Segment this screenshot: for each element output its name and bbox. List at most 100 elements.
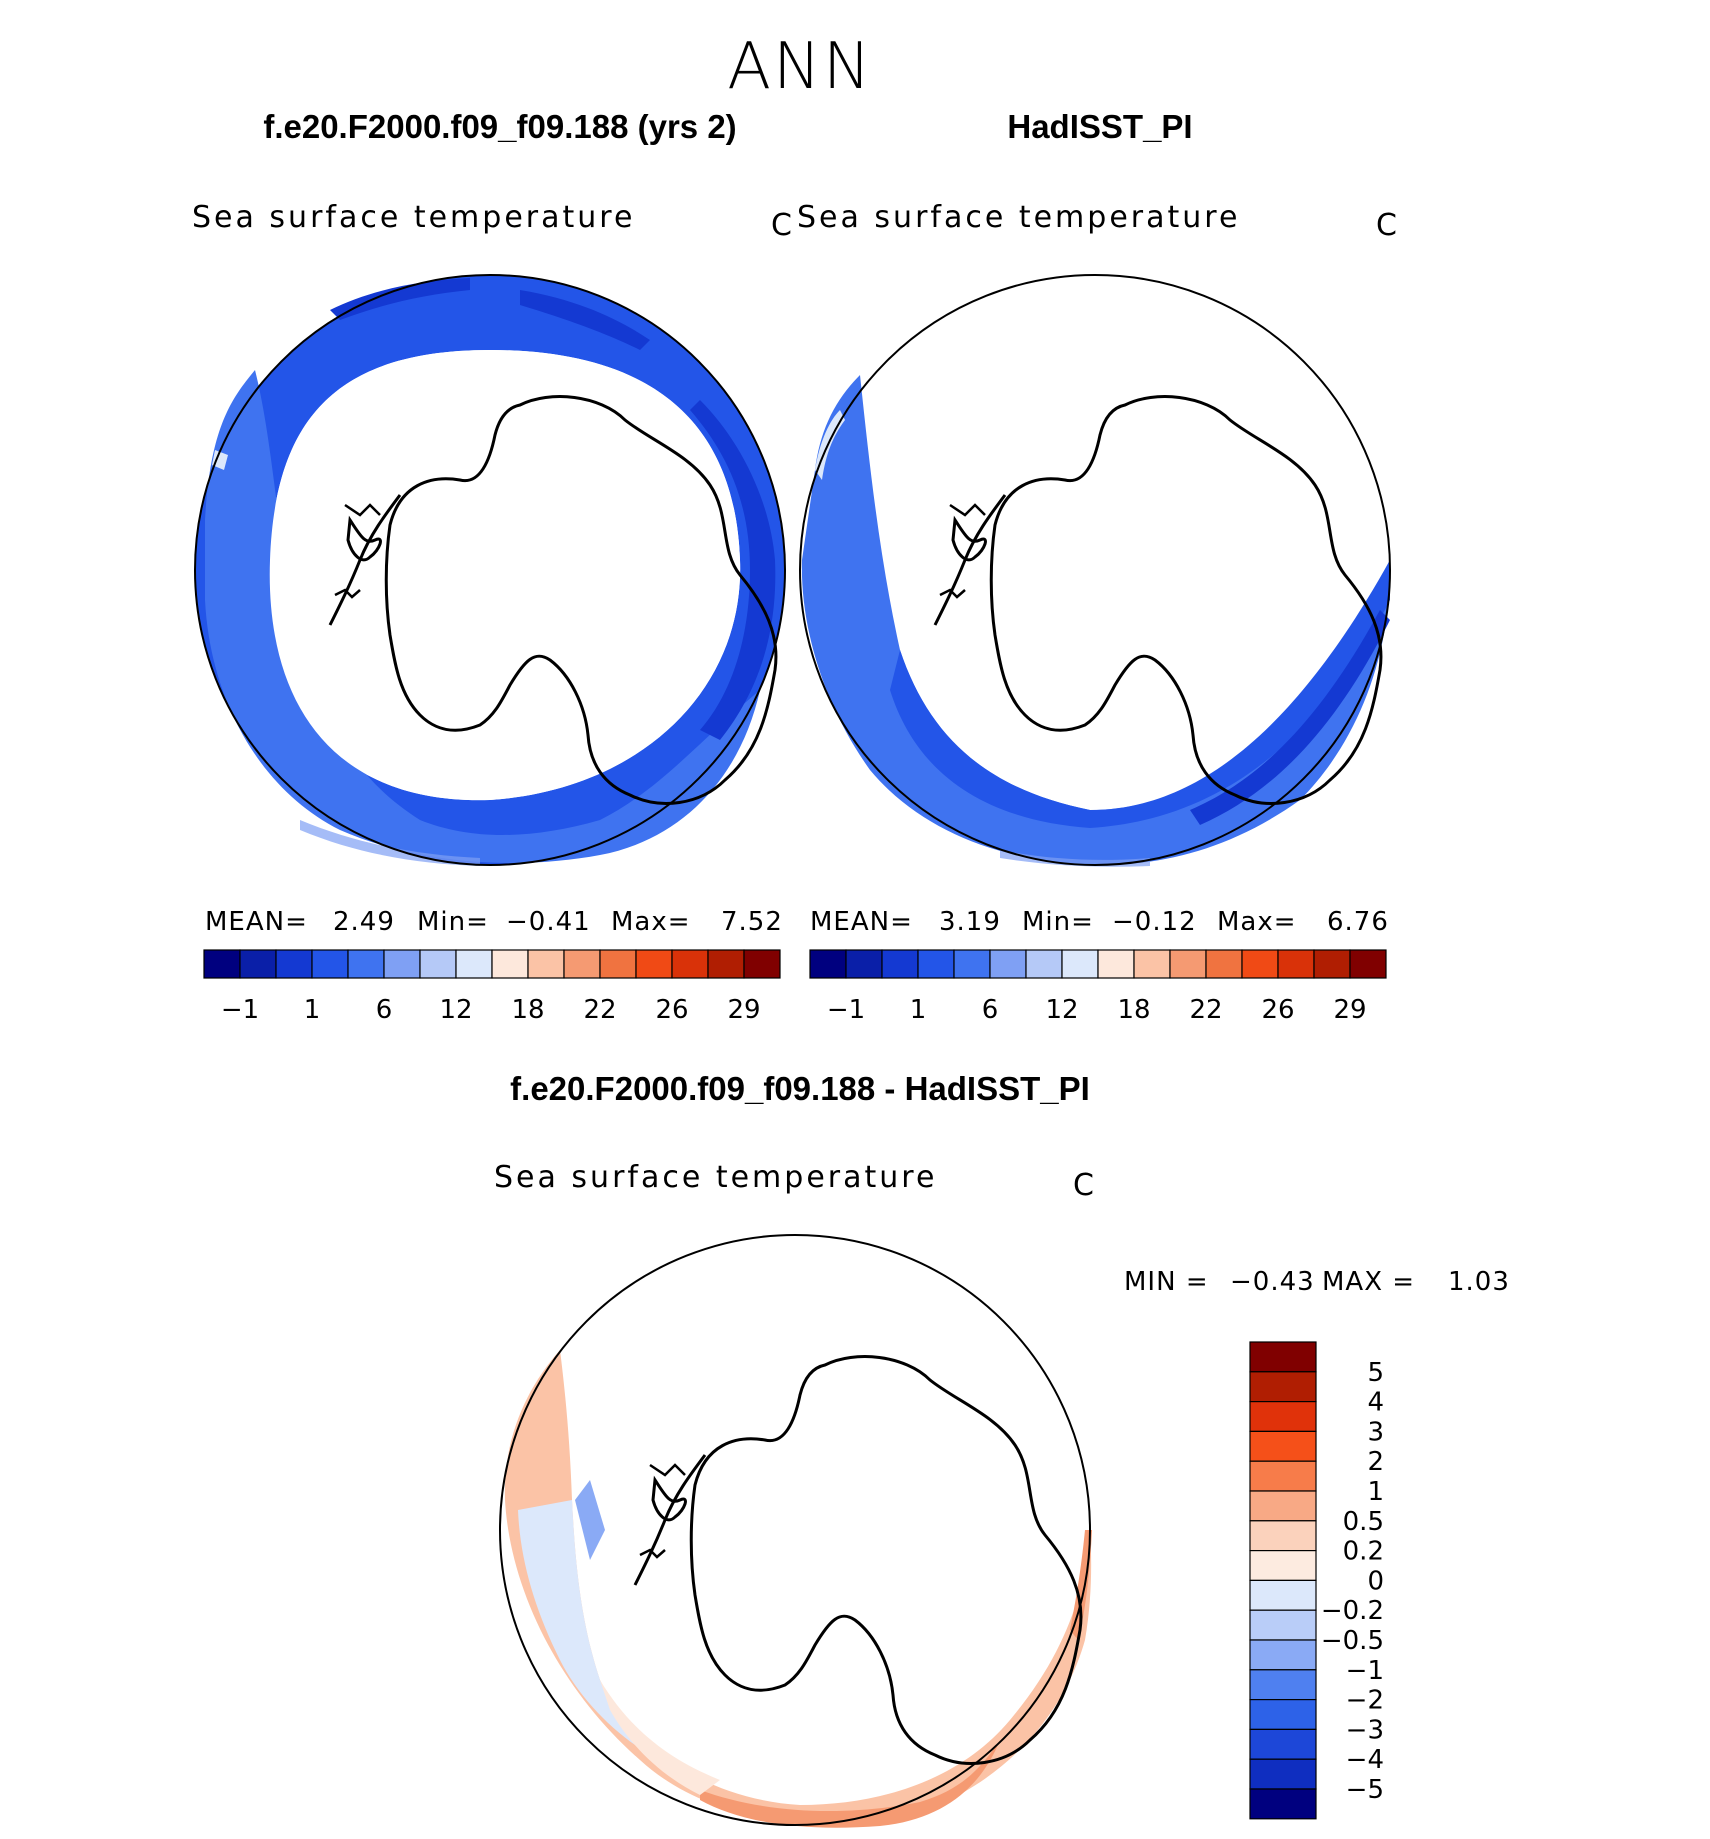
sst-colorbar-model-swatch bbox=[419, 949, 457, 979]
panel-title-obs: HadISST_PI bbox=[1007, 108, 1193, 145]
diff-colorbar-swatch bbox=[1249, 1698, 1317, 1730]
variable-label-obs: Sea surface temperature bbox=[797, 200, 1241, 235]
diff-colorbar-tick-label: 4 bbox=[1367, 1388, 1384, 1418]
sst-colorbar-model-swatch bbox=[383, 949, 421, 979]
diff-colorbar-swatch bbox=[1249, 1549, 1317, 1581]
sst-colorbar-model-tick-label: 12 bbox=[439, 995, 472, 1025]
units-label-model: C bbox=[771, 208, 795, 243]
sst-colorbar-obs-swatch bbox=[1277, 949, 1315, 979]
diff-colorbar-tick-label: 3 bbox=[1367, 1417, 1384, 1447]
sst-colorbar-model-swatch bbox=[563, 949, 601, 979]
mean-label-obs: MEAN= bbox=[810, 907, 913, 937]
min-value-obs: −0.12 bbox=[1112, 907, 1197, 937]
diff-colorbar-tick-label: −5 bbox=[1346, 1775, 1384, 1805]
mean-value-obs: 3.19 bbox=[939, 907, 1001, 937]
panel-title-diff: f.e20.F2000.f09_f09.188 - HadISST_PI bbox=[510, 1070, 1090, 1107]
sst-colorbar-model-tick-label: 26 bbox=[655, 995, 688, 1025]
figure-title: ANN bbox=[727, 30, 873, 104]
sst-colorbar-model-tick-label: 18 bbox=[511, 995, 544, 1025]
sst-colorbar-model-swatch bbox=[527, 949, 565, 979]
max-label-obs: Max= bbox=[1217, 907, 1297, 937]
diff-colorbar-swatch bbox=[1249, 1788, 1317, 1820]
sst-colorbar-model-tick-label: 6 bbox=[376, 995, 393, 1025]
sst-colorbar-obs-swatch bbox=[989, 949, 1027, 979]
sst-colorbar-model-swatch bbox=[275, 949, 313, 979]
sst-colorbar-model-swatch bbox=[455, 949, 493, 979]
sst-field-model bbox=[195, 275, 785, 866]
sst-colorbar-obs-swatch bbox=[1349, 949, 1387, 979]
diff-colorbar-tick-label: 0 bbox=[1367, 1566, 1384, 1596]
sst-colorbar-obs-swatch bbox=[1025, 949, 1063, 979]
max-label-diff: MAX = bbox=[1322, 1267, 1416, 1297]
sst-colorbar-obs-swatch bbox=[1313, 949, 1351, 979]
variable-label-diff: Sea surface temperature bbox=[494, 1160, 938, 1195]
max-value-diff: 1.03 bbox=[1448, 1267, 1510, 1297]
map-model bbox=[194, 274, 786, 866]
diff-colorbar-swatch bbox=[1249, 1669, 1317, 1701]
sst-colorbar-model-swatch bbox=[599, 949, 637, 979]
diff-colorbar-tick-label: −0.5 bbox=[1321, 1626, 1384, 1656]
sst-colorbar-obs-swatch bbox=[1061, 949, 1099, 979]
diff-colorbar-swatch bbox=[1249, 1639, 1317, 1671]
diff-colorbar-swatch bbox=[1249, 1758, 1317, 1790]
sst-colorbar-model: −1 1 6 12 18 22 26 29 bbox=[203, 949, 781, 1025]
sst-colorbar-obs-tick-label: 12 bbox=[1045, 995, 1078, 1025]
sst-colorbar-obs-swatch bbox=[1241, 949, 1279, 979]
sst-colorbar-model-swatch bbox=[671, 949, 709, 979]
sst-colorbar-model-swatch bbox=[203, 949, 241, 979]
sst-colorbar-model-swatch bbox=[743, 949, 781, 979]
diff-colorbar-swatch bbox=[1249, 1520, 1317, 1552]
min-value-diff: −0.43 bbox=[1230, 1267, 1315, 1297]
diff-colorbar-tick-label: 0.5 bbox=[1343, 1507, 1384, 1537]
sst-colorbar-obs-swatch bbox=[1169, 949, 1207, 979]
units-label-diff: C bbox=[1073, 1168, 1097, 1203]
sst-colorbar-obs-tick-label: 18 bbox=[1117, 995, 1150, 1025]
sst-colorbar-model-swatch bbox=[635, 949, 673, 979]
max-label-model: Max= bbox=[611, 907, 691, 937]
sst-colorbar-obs-swatch bbox=[1205, 949, 1243, 979]
diff-colorbar-swatch bbox=[1249, 1460, 1317, 1492]
diff-colorbar-swatch bbox=[1249, 1609, 1317, 1641]
sst-colorbar-model-swatch bbox=[491, 949, 529, 979]
sst-colorbar-model-tick-label: 22 bbox=[583, 995, 616, 1025]
variable-label-model: Sea surface temperature bbox=[192, 200, 636, 235]
diff-colorbar-tick-label: −1 bbox=[1346, 1656, 1384, 1686]
max-value-obs: 6.76 bbox=[1327, 907, 1389, 937]
sst-colorbar-model-tick-label: 29 bbox=[727, 995, 760, 1025]
sst-colorbar-obs-swatch bbox=[917, 949, 955, 979]
diff-colorbar-swatch bbox=[1249, 1341, 1317, 1373]
mean-label-model: MEAN= bbox=[205, 907, 308, 937]
sst-colorbar-obs-swatch bbox=[1133, 949, 1171, 979]
diff-colorbar-swatch bbox=[1249, 1430, 1317, 1462]
min-label-diff: MIN = bbox=[1124, 1267, 1209, 1297]
sst-colorbar-model-tick-label: −1 bbox=[221, 995, 259, 1025]
sst-colorbar-obs-tick-label: −1 bbox=[827, 995, 865, 1025]
sst-colorbar-obs-swatch bbox=[1097, 949, 1135, 979]
sst-colorbar-obs-tick-label: 1 bbox=[910, 995, 927, 1025]
sst-colorbar-obs-swatch bbox=[845, 949, 883, 979]
sst-colorbar-model-swatch bbox=[239, 949, 277, 979]
diff-colorbar-tick-label: 0.2 bbox=[1343, 1537, 1384, 1567]
sst-colorbar-obs-tick-label: 6 bbox=[982, 995, 999, 1025]
sst-colorbar-model-swatch bbox=[347, 949, 385, 979]
sst-colorbar-model-swatch bbox=[311, 949, 349, 979]
sst-colorbar-obs-tick-label: 29 bbox=[1333, 995, 1366, 1025]
min-label-model: Min= bbox=[417, 907, 489, 937]
sst-colorbar-obs-swatch bbox=[953, 949, 991, 979]
diff-colorbar-swatch bbox=[1249, 1579, 1317, 1611]
map-diff bbox=[499, 1234, 1092, 1828]
diff-colorbar-swatch bbox=[1249, 1371, 1317, 1403]
sst-colorbar-model-swatch bbox=[707, 949, 745, 979]
mean-value-model: 2.49 bbox=[333, 907, 395, 937]
sst-colorbar-obs-tick-label: 26 bbox=[1261, 995, 1294, 1025]
diff-colorbar-tick-label: 1 bbox=[1367, 1477, 1384, 1507]
sst-colorbar-obs-tick-label: 22 bbox=[1189, 995, 1222, 1025]
sst-colorbar-obs-swatch bbox=[881, 949, 919, 979]
diff-colorbar-tick-label: −2 bbox=[1346, 1686, 1384, 1716]
min-label-obs: Min= bbox=[1022, 907, 1094, 937]
sst-colorbar-obs-swatch bbox=[809, 949, 847, 979]
sst-diff-field bbox=[504, 1350, 1092, 1828]
diff-colorbar-swatch bbox=[1249, 1490, 1317, 1522]
